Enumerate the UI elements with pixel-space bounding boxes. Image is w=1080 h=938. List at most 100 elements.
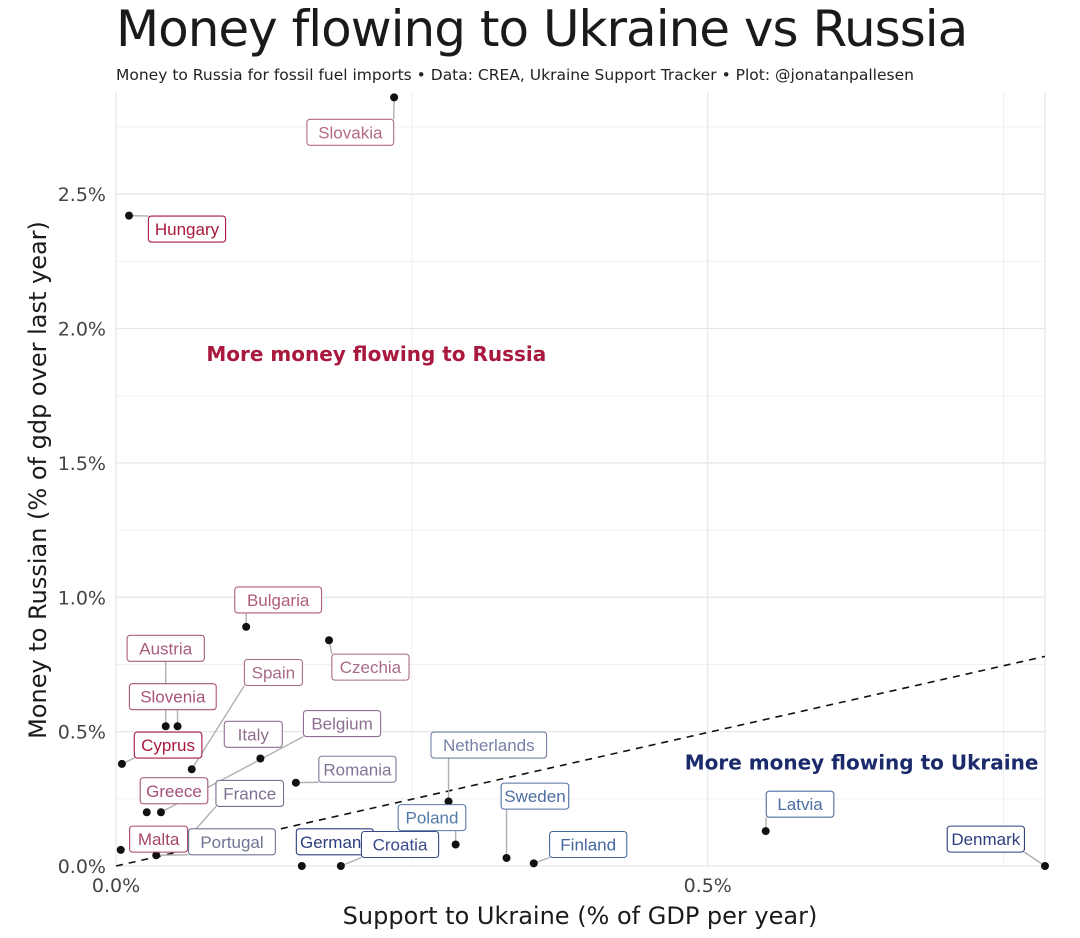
label-text-sweden: Sweden — [504, 787, 565, 806]
x-tick-label: 0.0% — [92, 875, 140, 897]
point-denmark — [1041, 862, 1049, 870]
axes: 0.0% 0.5% 1.0% 1.5% 2.0% 2.5% 0.0% 0.5% — [58, 184, 732, 897]
label-cyprus: Cyprus — [133, 731, 203, 759]
label-text-bulgaria: Bulgaria — [247, 591, 310, 610]
label-czechia: Czechia — [331, 653, 410, 681]
chart-title: Money flowing to Ukraine vs Russia — [116, 0, 968, 58]
label-slovenia: Slovenia — [128, 683, 217, 711]
label-croatia: Croatia — [360, 830, 440, 859]
label-box-poland — [397, 804, 467, 832]
point-labels: Slovakia Hungary Bulgaria Czechia Austria Slo… — [126, 118, 1025, 859]
label-text-slovakia: Slovakia — [318, 123, 383, 142]
label-box-portugal — [188, 828, 276, 856]
point-poland — [451, 840, 460, 849]
point-finland — [529, 859, 538, 868]
label-box-latvia — [765, 790, 835, 818]
point-italy — [256, 754, 265, 763]
label-text-malta: Malta — [138, 830, 180, 849]
y-tick-label: 2.0% — [58, 319, 106, 341]
label-text-france: France — [223, 784, 276, 803]
label-text-greece: Greece — [146, 782, 202, 801]
point-netherlands — [444, 797, 453, 806]
label-box-bulgaria — [234, 586, 323, 614]
label-text-germany: Germany — [300, 833, 370, 852]
label-text-denmark: Denmark — [951, 830, 1020, 849]
point-malta — [116, 845, 125, 854]
point-portugal — [152, 851, 161, 860]
label-box-malta — [129, 825, 189, 853]
point-greece — [142, 808, 151, 817]
point-sweden — [502, 853, 511, 862]
label-text-belgium: Belgium — [311, 715, 372, 734]
y-tick-label: 0.0% — [58, 856, 106, 878]
label-italy: Italy — [223, 720, 283, 748]
point-romania — [291, 778, 300, 787]
label-box-spain — [243, 658, 303, 687]
label-text-austria: Austria — [139, 639, 192, 658]
label-text-spain: Spain — [252, 664, 295, 683]
label-text-hungary: Hungary — [155, 220, 220, 239]
label-text-czechia: Czechia — [340, 658, 402, 677]
label-austria: Austria — [126, 634, 205, 662]
point-cyprus — [117, 759, 126, 768]
point-hungary — [125, 211, 134, 220]
point-slovenia — [173, 722, 182, 731]
label-box-denmark — [946, 825, 1025, 853]
label-box-belgium — [302, 710, 382, 738]
label-text-italy: Italy — [238, 725, 270, 744]
label-netherlands: Netherlands — [430, 731, 548, 759]
label-text-romania: Romania — [323, 760, 392, 779]
annotations: More money flowing to Russia More money f… — [206, 342, 1038, 775]
point-belgium — [156, 808, 165, 817]
y-tick-label: 1.0% — [58, 587, 106, 609]
label-slovakia: Slovakia — [306, 118, 395, 146]
label-text-poland: Poland — [406, 809, 459, 828]
label-romania: Romania — [318, 755, 397, 783]
label-box-netherlands — [430, 731, 548, 759]
label-bulgaria: Bulgaria — [234, 586, 323, 614]
label-latvia: Latvia — [765, 790, 835, 818]
label-text-portugal: Portugal — [200, 833, 263, 852]
label-malta: Malta — [129, 825, 189, 853]
point-czechia — [325, 636, 334, 645]
label-hungary: Hungary — [147, 215, 227, 243]
label-text-croatia: Croatia — [373, 836, 428, 855]
label-box-slovakia — [306, 118, 395, 146]
label-text-slovenia: Slovenia — [140, 688, 206, 707]
label-france: France — [215, 779, 285, 807]
label-greece: Greece — [139, 777, 209, 805]
label-box-czechia — [331, 653, 410, 681]
label-portugal: Portugal — [188, 828, 276, 856]
x-axis-title: Support to Ukraine (% of GDP per year) — [343, 902, 818, 930]
label-denmark: Denmark — [946, 825, 1025, 853]
label-box-croatia — [360, 830, 440, 859]
label-poland: Poland — [397, 804, 467, 832]
leader-line-denmark — [1024, 851, 1046, 867]
point-bulgaria — [242, 622, 251, 631]
label-text-netherlands: Netherlands — [443, 736, 535, 755]
y-tick-label: 2.5% — [58, 184, 106, 206]
chart-subtitle: Money to Russia for fossil fuel imports … — [116, 66, 914, 84]
label-box-cyprus — [133, 731, 203, 759]
point-spain — [187, 765, 196, 774]
y-axis-title: Money to Russian (% of gdp over last yea… — [24, 221, 52, 739]
label-sweden: Sweden — [500, 782, 570, 810]
point-latvia — [761, 827, 770, 836]
label-box-sweden — [500, 782, 570, 810]
annotation-ukraine: More money flowing to Ukraine — [685, 750, 1039, 774]
label-text-latvia: Latvia — [777, 795, 823, 814]
y-tick-label: 0.5% — [58, 722, 106, 744]
point-croatia — [336, 862, 345, 870]
label-box-romania — [318, 755, 397, 783]
point-germany — [297, 862, 306, 870]
label-box-france — [215, 779, 285, 807]
point-austria — [161, 722, 170, 731]
label-box-hungary — [147, 215, 227, 243]
data-points — [116, 93, 1049, 870]
label-spain: Spain — [243, 658, 303, 687]
label-box-italy — [223, 720, 283, 748]
label-box-finland — [549, 830, 628, 859]
label-box-slovenia — [128, 683, 217, 711]
y-tick-label: 1.5% — [58, 453, 106, 475]
